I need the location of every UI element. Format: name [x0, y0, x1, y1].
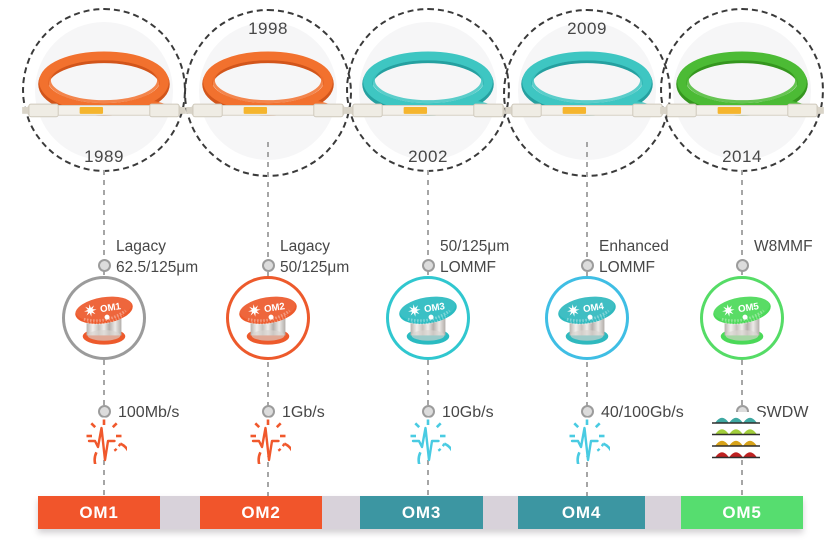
fiber-type-line2: W8MMF [754, 238, 813, 255]
fiber-type-label: Lagacy 50/125μm [280, 236, 349, 278]
bullet-dot [580, 405, 594, 418]
year-label: 1998 [248, 19, 288, 38]
svg-text:OM1: OM1 [99, 301, 122, 315]
timeline-column-om4: 2009 Enhanced LOMMF OM4 [477, 0, 697, 540]
fiber-type-label: 50/125μm LOMMF [440, 236, 509, 278]
speed-label: 100Mb/s [118, 404, 180, 421]
fiber-patch-cable-image [21, 50, 187, 126]
speed-label: 1Gb/s [282, 404, 325, 421]
speed-label: 10Gb/s [442, 404, 494, 421]
fiber-spool-badge: OM5 [700, 276, 784, 360]
fiber-type-line2: 50/125μm [280, 259, 350, 276]
fiber-type-line2: 62.5/125μm [116, 259, 199, 276]
fiber-patch-cable-image [659, 50, 825, 126]
fiber-spool-badge: OM2 [226, 276, 310, 360]
bar-segment-om1: OM1 [38, 496, 160, 529]
fiber-patch-cable-image [345, 50, 511, 126]
bullet-dot [97, 405, 111, 418]
fiber-type-line1: Lagacy [280, 238, 330, 255]
bullet-dot [580, 259, 594, 272]
fiber-type-line1: Enhanced [599, 238, 669, 255]
bullet-dot [421, 259, 435, 272]
fiber-patch-cable-image [185, 50, 351, 126]
fiber-patch-cable-image [504, 50, 670, 126]
year-label: 2002 [408, 147, 448, 166]
bar-gap [160, 496, 200, 529]
fiber-type-label: W8MMF [754, 236, 813, 257]
svg-text:OM5: OM5 [737, 301, 760, 315]
year-label: 2014 [722, 147, 762, 166]
fiber-type-label: Enhanced LOMMF [599, 236, 669, 278]
fiber-type-line2: LOMMF [599, 259, 655, 276]
fiber-spool-badge: OM3 [386, 276, 470, 360]
bullet-dot [735, 259, 749, 272]
timeline-column-om1: 1989 Lagacy 62.5/125μm OM1 [0, 0, 214, 540]
bar-segment-om3: OM3 [360, 496, 483, 529]
bar-gap [645, 496, 681, 529]
year-label: 1989 [84, 147, 124, 166]
fiber-type-line1: 50/125μm [440, 238, 510, 255]
bullet-dot [97, 259, 111, 272]
fiber-type-label: Lagacy 62.5/125μm [116, 236, 198, 278]
svg-text:OM2: OM2 [263, 301, 285, 315]
bar-gap [322, 496, 360, 529]
svg-text:OM3: OM3 [423, 301, 446, 315]
bullet-dot [261, 405, 275, 418]
bar-segment-om2: OM2 [200, 496, 322, 529]
svg-text:OM4: OM4 [582, 301, 605, 315]
bar-segment-om4: OM4 [518, 496, 645, 529]
speedometer-icon [245, 414, 297, 480]
bar-segment-om5: OM5 [681, 496, 803, 529]
timeline-column-om5: 2014 W8MMF OM5 [632, 0, 838, 540]
bullet-dot [421, 405, 435, 418]
om-generation-bar: OM1 OM2 OM3 OM4 OM5 [38, 496, 803, 529]
fiber-spool-badge: OM1 [62, 276, 146, 360]
fiber-type-line1: Lagacy [116, 238, 166, 255]
bullet-dot [261, 259, 275, 272]
timeline-column-om2: 1998 Lagacy 50/125μm OM2 [158, 0, 378, 540]
speed-label: 40/100Gb/s [601, 404, 684, 421]
fiber-spool-badge: OM4 [545, 276, 629, 360]
speedometer-icon [405, 414, 457, 480]
speed-label: SWDW [756, 404, 809, 421]
fiber-type-line2: LOMMF [440, 259, 496, 276]
bar-gap [483, 496, 518, 529]
speedometer-icon [564, 414, 616, 480]
year-label: 2009 [567, 19, 607, 38]
wavelength-swdm-icon [709, 412, 763, 460]
speedometer-icon [81, 414, 133, 480]
